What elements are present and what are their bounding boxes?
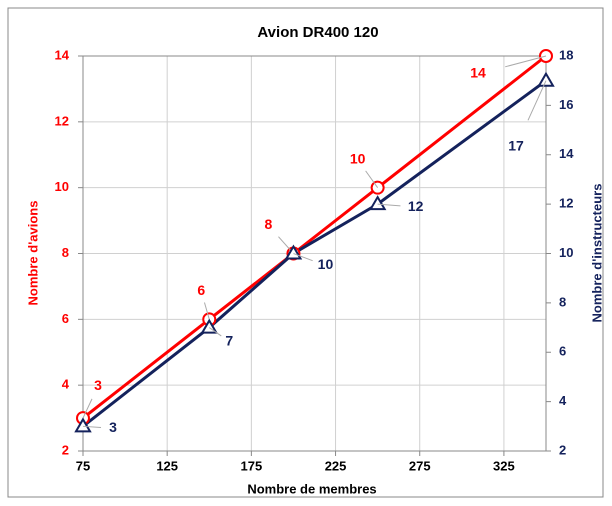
y2-tick-label: 4 [559,393,567,408]
y2-tick-label: 18 [559,47,573,62]
label-leader [293,253,313,262]
point-marker [368,195,387,211]
y-tick-label: 8 [62,245,69,260]
point-marker [537,71,555,87]
label-leader [203,302,210,320]
y2-tick-label: 12 [559,196,573,211]
label-leader [365,170,379,188]
y2-tick-label: 8 [559,294,566,309]
point-marker [284,244,303,260]
data-label: 10 [318,256,334,272]
y2-tick-label: 10 [559,245,573,260]
data-label: 12 [408,198,424,214]
x-axis-label: Nombre de membres [247,481,376,496]
label-leader [377,203,401,207]
x-tick-label: 175 [241,458,263,473]
label-leader [82,398,93,419]
y2-axis-label: Nombre d'instructeurs [589,184,604,323]
x-tick-label: 325 [493,458,515,473]
data-label: 8 [265,216,273,232]
plot-border [82,55,547,452]
data-label: 3 [94,377,102,393]
y-tick-label: 10 [55,179,69,194]
y-tick-label: 2 [62,442,69,457]
x-tick-label: 225 [325,458,347,473]
chart-title: Avion DR400 120 [257,24,378,41]
y-tick-label: 12 [55,113,69,128]
y-axis-label: Nombre d'avions [25,201,40,306]
data-label: 14 [470,65,486,81]
data-label: 10 [350,150,366,166]
y2-tick-label: 2 [559,442,566,457]
label-leader [505,55,547,68]
y2-tick-label: 16 [559,97,573,112]
y-tick-label: 14 [55,47,70,62]
point-marker [74,417,92,433]
y2-tick-label: 14 [559,146,574,161]
x-tick-label: 275 [409,458,431,473]
y-tick-label: 4 [62,377,70,392]
label-leader [82,425,102,429]
label-leader [208,327,222,337]
x-tick-label: 125 [156,458,178,473]
x-tick-label: 75 [76,458,90,473]
data-label: 3 [109,419,117,435]
y-tick-label: 6 [62,311,69,326]
data-label: 7 [225,332,233,348]
data-label: 17 [508,137,524,153]
data-label: 6 [197,282,205,298]
y2-tick-label: 6 [559,344,566,359]
label-leader [527,80,547,121]
